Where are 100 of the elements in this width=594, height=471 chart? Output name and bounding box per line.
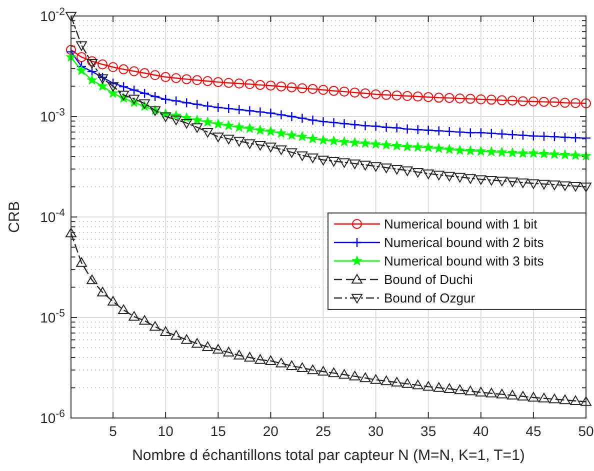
- point: [538, 96, 549, 107]
- point: [244, 79, 255, 90]
- point: [328, 136, 339, 146]
- x-tick-label: 10: [158, 423, 174, 439]
- point: [339, 86, 350, 97]
- point: [318, 84, 328, 95]
- point: [402, 124, 412, 134]
- point: [87, 74, 98, 84]
- point: [266, 108, 276, 118]
- point: [66, 52, 76, 62]
- legend-label: Numerical bound with 1 bit: [384, 216, 538, 232]
- point: [76, 257, 87, 267]
- point: [160, 326, 172, 336]
- point: [86, 58, 98, 69]
- point: [234, 350, 245, 360]
- point: [444, 92, 454, 103]
- point: [192, 123, 203, 133]
- point: [465, 128, 476, 138]
- point: [318, 156, 329, 166]
- point: [392, 140, 402, 150]
- point: [276, 358, 287, 368]
- point: [224, 120, 234, 130]
- point: [381, 90, 392, 100]
- point: [538, 180, 550, 190]
- point: [486, 388, 497, 398]
- point: [308, 134, 318, 144]
- point: [538, 131, 550, 142]
- point: [76, 52, 87, 62]
- point: [276, 145, 287, 155]
- point: [128, 94, 140, 104]
- point: [402, 142, 412, 152]
- point: [570, 150, 580, 160]
- point: [150, 70, 160, 80]
- point: [475, 175, 486, 185]
- point: [580, 182, 592, 192]
- point: [464, 386, 476, 396]
- point: [518, 130, 528, 140]
- point: [223, 346, 234, 356]
- point: [276, 110, 286, 120]
- point: [202, 128, 214, 138]
- point: [244, 139, 256, 149]
- point: [297, 113, 308, 124]
- y-tick-label: 10$^{-3}$: [40, 106, 66, 124]
- point: [234, 136, 245, 146]
- legend-label: Bound of Ozgur: [384, 290, 476, 306]
- point: [496, 128, 508, 140]
- point: [464, 174, 476, 184]
- point: [454, 145, 465, 155]
- point: [570, 132, 581, 143]
- point: [402, 90, 412, 101]
- point: [350, 137, 360, 147]
- point: [266, 80, 276, 91]
- point: [129, 66, 140, 76]
- point: [338, 158, 350, 168]
- point: [454, 384, 466, 394]
- point: [528, 148, 538, 158]
- point: [360, 138, 370, 148]
- point: [370, 374, 382, 384]
- legend-label: Numerical bound with 2 bits: [384, 234, 544, 250]
- point: [434, 143, 444, 153]
- y-axis-title: CRB: [6, 201, 23, 233]
- point: [108, 78, 118, 88]
- point: [360, 88, 370, 98]
- point: [434, 126, 444, 136]
- point: [507, 148, 518, 158]
- x-tick-label: 20: [262, 423, 279, 439]
- point: [98, 80, 108, 91]
- point: [86, 274, 98, 284]
- point: [328, 156, 340, 167]
- point: [518, 96, 528, 106]
- point: [370, 89, 381, 100]
- point: [570, 395, 581, 405]
- point: [108, 62, 118, 72]
- point: [517, 390, 528, 401]
- point: [286, 130, 297, 140]
- point: [212, 132, 224, 142]
- point: [108, 82, 118, 92]
- point: [538, 148, 549, 158]
- point: [349, 159, 360, 170]
- point: [476, 94, 486, 104]
- x-tick-label: 5: [109, 423, 118, 439]
- point: [454, 126, 465, 138]
- point: [517, 178, 528, 188]
- point: [328, 368, 340, 378]
- x-tick-label: 15: [210, 423, 226, 439]
- point: [560, 394, 570, 404]
- point: [255, 80, 266, 90]
- point: [170, 330, 182, 340]
- point: [392, 90, 402, 100]
- point: [307, 154, 318, 164]
- point: [234, 104, 244, 115]
- point: [433, 170, 444, 180]
- point: [276, 128, 286, 138]
- point: [560, 132, 570, 142]
- point: [139, 315, 150, 325]
- point: [549, 149, 560, 159]
- point: [370, 121, 381, 132]
- point: [476, 146, 486, 156]
- point: [360, 160, 371, 170]
- point: [192, 114, 202, 124]
